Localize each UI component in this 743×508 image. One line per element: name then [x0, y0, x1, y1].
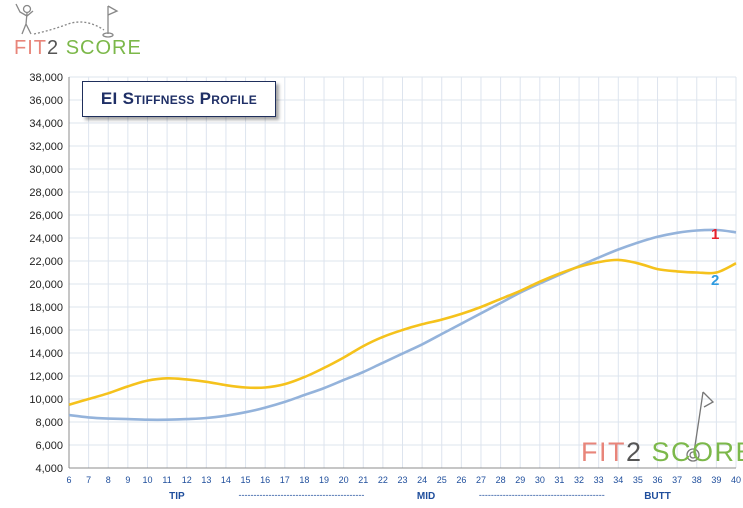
x-tick-label: 28	[496, 475, 506, 485]
y-tick-label: 26,000	[29, 210, 63, 222]
x-tick-label: 18	[299, 475, 309, 485]
y-tick-label: 34,000	[29, 118, 63, 130]
x-tick-label: 31	[554, 475, 564, 485]
x-tick-label: 9	[125, 475, 130, 485]
x-tick-label: 21	[358, 475, 368, 485]
y-tick-label: 4,000	[35, 463, 63, 475]
y-tick-label: 30,000	[29, 164, 63, 176]
x-tick-label: 38	[692, 475, 702, 485]
y-tick-label: 16,000	[29, 325, 63, 337]
y-tick-label: 20,000	[29, 279, 63, 291]
y-tick-label: 18,000	[29, 302, 63, 314]
x-tick-label: 6	[66, 475, 71, 485]
section-separator: ----------------------------------------…	[479, 490, 605, 500]
chart-title: EI Stiffness Profile	[82, 81, 276, 117]
y-tick-label: 36,000	[29, 95, 63, 107]
series-1-line	[68, 228, 737, 422]
x-tick-label: 37	[672, 475, 682, 485]
x-tick-label: 12	[182, 475, 192, 485]
brand-fit: FIT	[14, 37, 47, 59]
section-label-mid: MID	[417, 491, 435, 502]
x-tick-label: 7	[86, 475, 91, 485]
x-tick-label: 34	[613, 475, 623, 485]
section-separator: ----------------------------------------…	[239, 490, 365, 500]
x-tick-label: 19	[319, 475, 329, 485]
section-label-tip: TIP	[169, 491, 185, 502]
brand-2: 2	[626, 437, 643, 467]
x-tick-label: 14	[221, 475, 231, 485]
brand-score: SCORE	[65, 37, 142, 59]
x-tick-label: 29	[515, 475, 525, 485]
y-tick-label: 8,000	[35, 417, 63, 429]
x-tick-label: 24	[417, 475, 427, 485]
section-labels: TIP MID BUTT ------------------------------…	[169, 490, 671, 502]
x-tick-label: 30	[535, 475, 545, 485]
x-tick-label: 20	[339, 475, 349, 485]
y-tick-label: 10,000	[29, 394, 63, 406]
x-tick-label: 35	[633, 475, 643, 485]
x-tick-label: 39	[711, 475, 721, 485]
x-tick-label: 40	[731, 475, 741, 485]
brand-2: 2	[47, 37, 60, 59]
x-tick-label: 8	[106, 475, 111, 485]
x-tick-label: 15	[241, 475, 251, 485]
axes	[68, 77, 736, 469]
y-tick-label: 22,000	[29, 256, 63, 268]
flag-logo-icon	[686, 391, 715, 462]
x-tick-label: 27	[476, 475, 486, 485]
brand-logo-bottom: FIT2 SCORE	[581, 437, 743, 468]
x-tick-label: 11	[162, 475, 171, 485]
series-2-label: 2	[711, 272, 720, 289]
series-1-label: 1	[711, 226, 720, 243]
y-tick-label: 14,000	[29, 348, 63, 360]
x-tick-label: 16	[260, 475, 270, 485]
y-tick-label: 28,000	[29, 187, 63, 199]
golfer-logo	[15, 3, 105, 35]
x-tick-labels: 6 7 8 9 10 11 12 13 14 15 16 17 18 19 20 21 22 23 24 25 26 27…	[66, 475, 741, 485]
brand-fit: FIT	[581, 437, 626, 467]
x-tick-label: 10	[142, 475, 152, 485]
brand-score: SCORE	[651, 437, 743, 467]
x-tick-label: 13	[201, 475, 211, 485]
brand-logo-top: FIT2 SCORE	[14, 37, 142, 60]
x-tick-label: 17	[280, 475, 290, 485]
x-tick-label: 36	[653, 475, 663, 485]
x-tick-label: 22	[378, 475, 388, 485]
y-tick-label: 24,000	[29, 233, 63, 245]
y-tick-label: 38,000	[29, 72, 63, 84]
flag-icon	[102, 5, 119, 38]
grid-lines	[68, 76, 737, 469]
x-tick-label: 23	[397, 475, 407, 485]
x-tick-label: 25	[437, 475, 447, 485]
y-tick-label: 12,000	[29, 371, 63, 383]
section-label-butt: BUTT	[644, 491, 671, 502]
series-2-line	[68, 258, 737, 407]
y-tick-label: 32,000	[29, 141, 63, 153]
x-tick-label: 32	[574, 475, 584, 485]
x-tick-label: 33	[594, 475, 604, 485]
y-tick-labels: 4,000 6,000 8,000 10,000 12,000 14,000 16,000 1…	[29, 72, 63, 475]
series-lines	[68, 228, 737, 422]
y-tick-label: 6,000	[35, 440, 63, 452]
x-tick-label: 26	[456, 475, 466, 485]
